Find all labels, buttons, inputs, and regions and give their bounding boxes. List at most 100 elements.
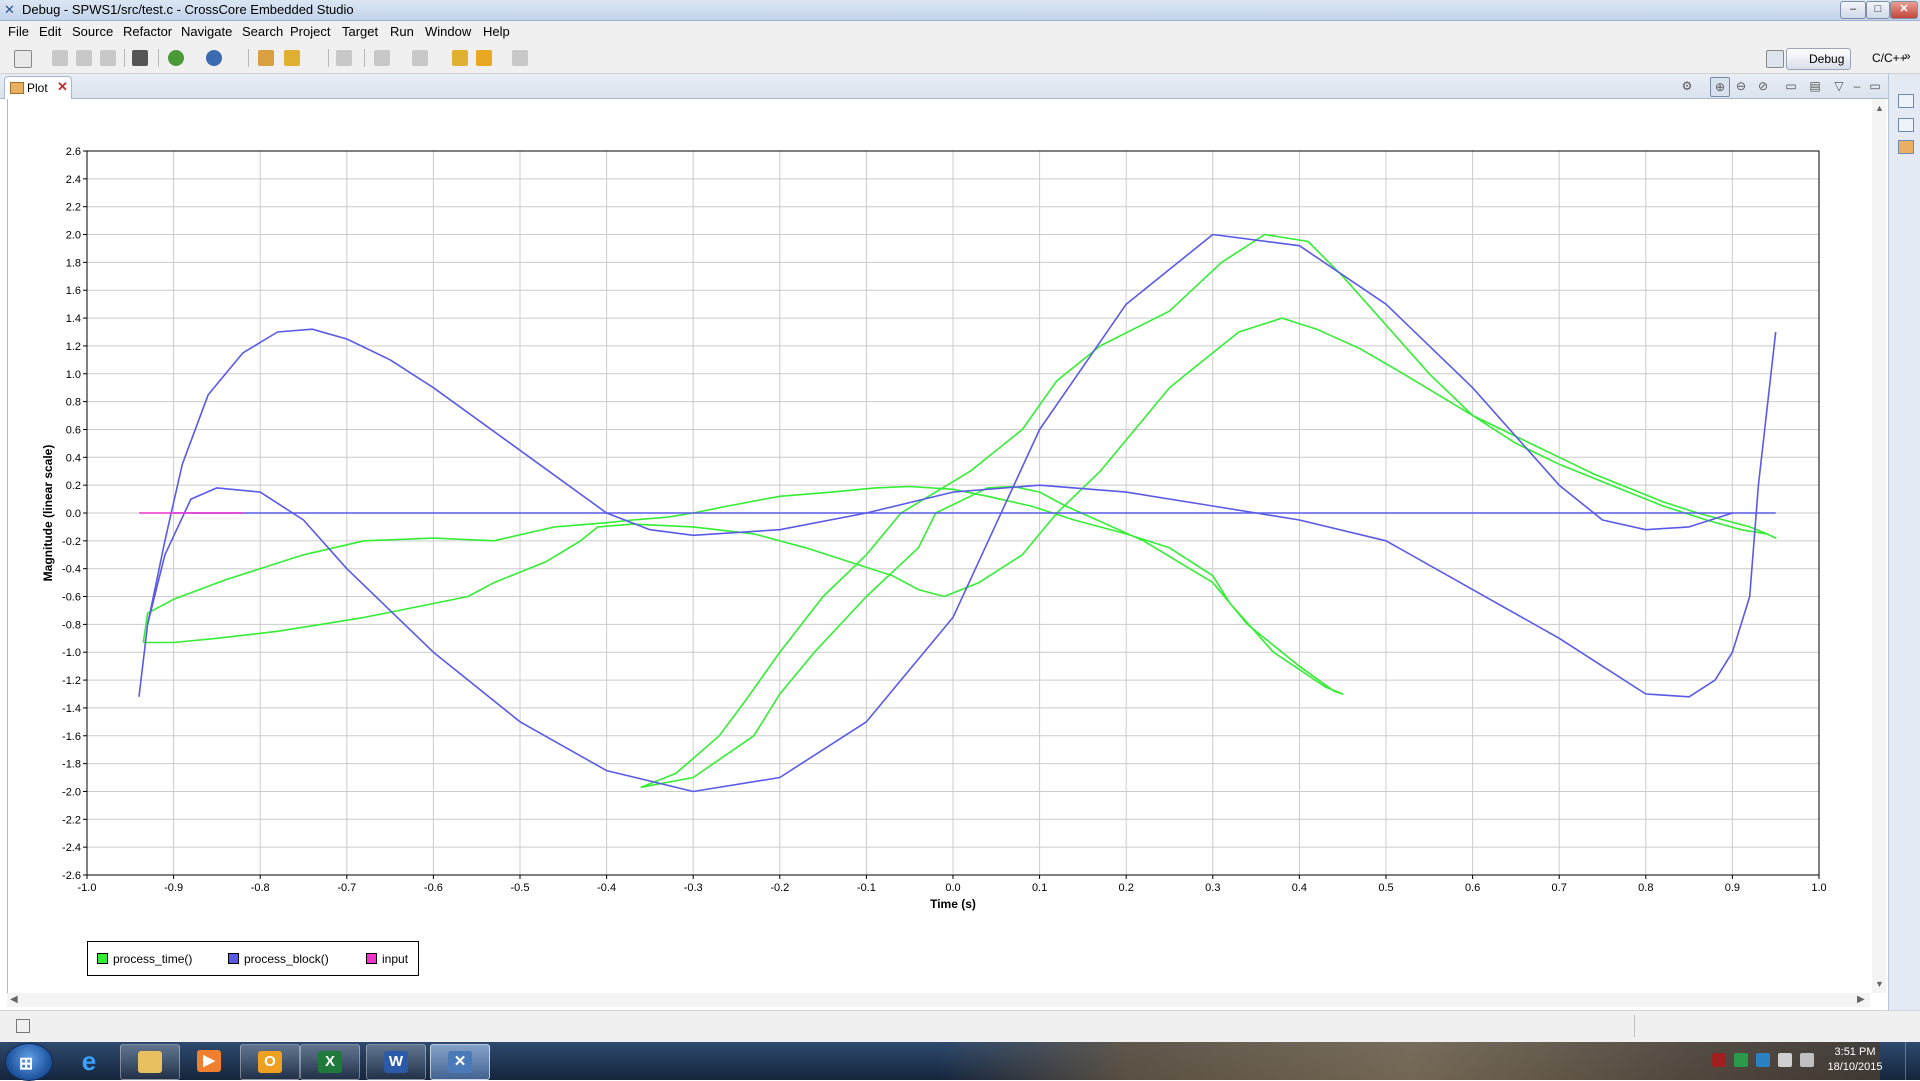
y-tick-label: 1.4 [66, 313, 81, 325]
y-tick-label: 2.0 [66, 230, 81, 242]
x-tick-label: -0.9 [164, 882, 183, 894]
legend-label: process_time() [113, 952, 193, 966]
menu-navigate[interactable]: Navigate [181, 24, 233, 39]
legend-label: process_block() [244, 952, 329, 966]
show-desktop-button[interactable] [1905, 1042, 1920, 1080]
next-annotation-icon[interactable] [374, 50, 390, 66]
taskbar-media[interactable]: ▶ [180, 1044, 238, 1078]
x-tick-label: -0.6 [424, 882, 443, 894]
update-tray-icon[interactable] [1756, 1053, 1770, 1067]
antivirus-tray-icon[interactable] [1712, 1053, 1726, 1067]
horizontal-scrollbar[interactable]: ◀ ▶ [7, 993, 1870, 1007]
perspective-cpp[interactable]: C/C++ [1852, 48, 1907, 68]
console-view-icon[interactable] [1898, 118, 1914, 132]
zoom-out-icon[interactable]: ⊖ [1735, 79, 1747, 93]
menu-run[interactable]: Run [390, 24, 414, 39]
last-edit-icon[interactable] [452, 50, 468, 66]
perspective-debug-label: Debug [1809, 52, 1845, 66]
fast-view-icon[interactable] [16, 1019, 30, 1033]
binary-icon[interactable] [132, 50, 148, 66]
edit-icon[interactable] [336, 50, 352, 66]
y-tick-label: 0.4 [66, 452, 81, 464]
menu-search[interactable]: Search [242, 24, 284, 39]
system-clock[interactable]: 3:51 PM 18/10/2015 [1820, 1045, 1890, 1075]
close-button[interactable]: ✕ [1890, 1, 1918, 19]
x-tick-label: 0.5 [1378, 882, 1393, 894]
x-tick-label: 0.0 [945, 882, 960, 894]
y-tick-label: -0.8 [62, 619, 81, 631]
chart-legend: process_time() process_block() input [87, 941, 419, 976]
wizard-icon[interactable] [284, 50, 300, 66]
clock-time: 3:51 PM [1834, 1046, 1876, 1058]
taskbar-outlook[interactable]: O [240, 1044, 300, 1080]
new-plot-icon[interactable]: ▭ [1785, 79, 1797, 93]
minimize-view-icon[interactable]: – [1853, 79, 1861, 93]
scroll-up-icon[interactable]: ▲ [1875, 103, 1884, 113]
menu-window[interactable]: Window [425, 24, 472, 39]
open-folder-icon[interactable] [258, 50, 274, 66]
perspective-debug[interactable]: Debug [1786, 48, 1852, 70]
menu-source[interactable]: Source [72, 24, 114, 39]
legend-item-input[interactable]: input [366, 952, 408, 966]
excel-icon: X [318, 1051, 342, 1073]
network-tray-icon[interactable] [1778, 1053, 1792, 1067]
more-perspectives-icon[interactable]: » [1904, 49, 1911, 63]
vertical-scrollbar[interactable]: ▲ ▼ [1872, 99, 1886, 993]
y-tick-label: -2.6 [62, 870, 81, 882]
zoom-reset-icon[interactable]: ⊘ [1757, 79, 1769, 93]
x-tick-label: 0.7 [1552, 882, 1567, 894]
legend-item-process-time[interactable]: process_time() [97, 952, 192, 966]
save-all-icon[interactable] [76, 50, 92, 66]
start-button[interactable]: ⊞ [5, 1043, 53, 1081]
settings-icon[interactable]: ⚙ [1681, 79, 1693, 93]
save-icon[interactable] [52, 50, 68, 66]
y-tick-label: 2.2 [66, 202, 81, 214]
scroll-left-icon[interactable]: ◀ [10, 994, 18, 1005]
y-tick-label: -0.6 [62, 592, 81, 604]
scroll-right-icon[interactable]: ▶ [1857, 994, 1865, 1005]
taskbar-explorer[interactable] [120, 1044, 180, 1080]
menu-help[interactable]: Help [483, 24, 510, 39]
menu-project[interactable]: Project [290, 24, 331, 39]
perspective-cpp-label: C/C++ [1872, 51, 1907, 65]
new-icon[interactable] [14, 50, 32, 68]
taskbar-crosscore[interactable]: ✕ [430, 1044, 490, 1080]
maximize-view-icon[interactable]: ▭ [1869, 79, 1881, 93]
prev-annotation-icon[interactable] [412, 50, 428, 66]
legend-label: input [382, 952, 409, 966]
back-icon[interactable] [476, 50, 492, 66]
taskbar-excel[interactable]: X [300, 1044, 360, 1080]
run-icon[interactable] [206, 50, 222, 66]
plot-chart: -1.0 -0.9 -0.8 -0.7 -0.6 -0.5 -0.4 -0.3 -0.2 -0.1… [41, 146, 1827, 911]
view-menu-icon[interactable]: ▽ [1834, 79, 1844, 93]
x-tick-label: 0.8 [1638, 882, 1653, 894]
open-perspective-icon[interactable] [1766, 50, 1784, 68]
volume-tray-icon[interactable] [1800, 1053, 1814, 1067]
maximize-button[interactable]: □ [1866, 1, 1890, 19]
x-tick-label: 0.9 [1725, 882, 1740, 894]
zoom-tool-icon[interactable]: ⊕ [1710, 77, 1730, 97]
forward-icon[interactable] [512, 50, 528, 66]
menu-target[interactable]: Target [342, 24, 379, 39]
series-line-process-time [142, 233, 1777, 789]
menu-file[interactable]: File [8, 24, 29, 39]
minimize-button[interactable]: – [1840, 1, 1866, 19]
export-icon[interactable]: ▤ [1809, 79, 1821, 93]
scroll-down-icon[interactable]: ▼ [1875, 979, 1884, 989]
close-tab-icon[interactable]: ✕ [57, 79, 68, 94]
menu-edit[interactable]: Edit [39, 24, 62, 39]
print-icon[interactable] [100, 50, 116, 66]
tab-plot[interactable]: Plot ✕ [4, 76, 72, 99]
plot-view-icon[interactable] [1898, 140, 1914, 154]
y-tick-label: -1.6 [62, 731, 81, 743]
x-tick-label: -0.5 [511, 882, 530, 894]
clock-date: 18/10/2015 [1827, 1061, 1883, 1073]
menu-refactor[interactable]: Refactor [123, 24, 173, 39]
restore-icon[interactable] [1898, 94, 1914, 108]
legend-item-process-block[interactable]: process_block() [228, 952, 329, 966]
debug-icon[interactable] [168, 50, 184, 66]
taskbar-ie[interactable]: e [60, 1044, 118, 1078]
sync-tray-icon[interactable] [1734, 1053, 1748, 1067]
tab-plot-label: Plot [27, 81, 48, 95]
taskbar-word[interactable]: W [366, 1044, 426, 1080]
